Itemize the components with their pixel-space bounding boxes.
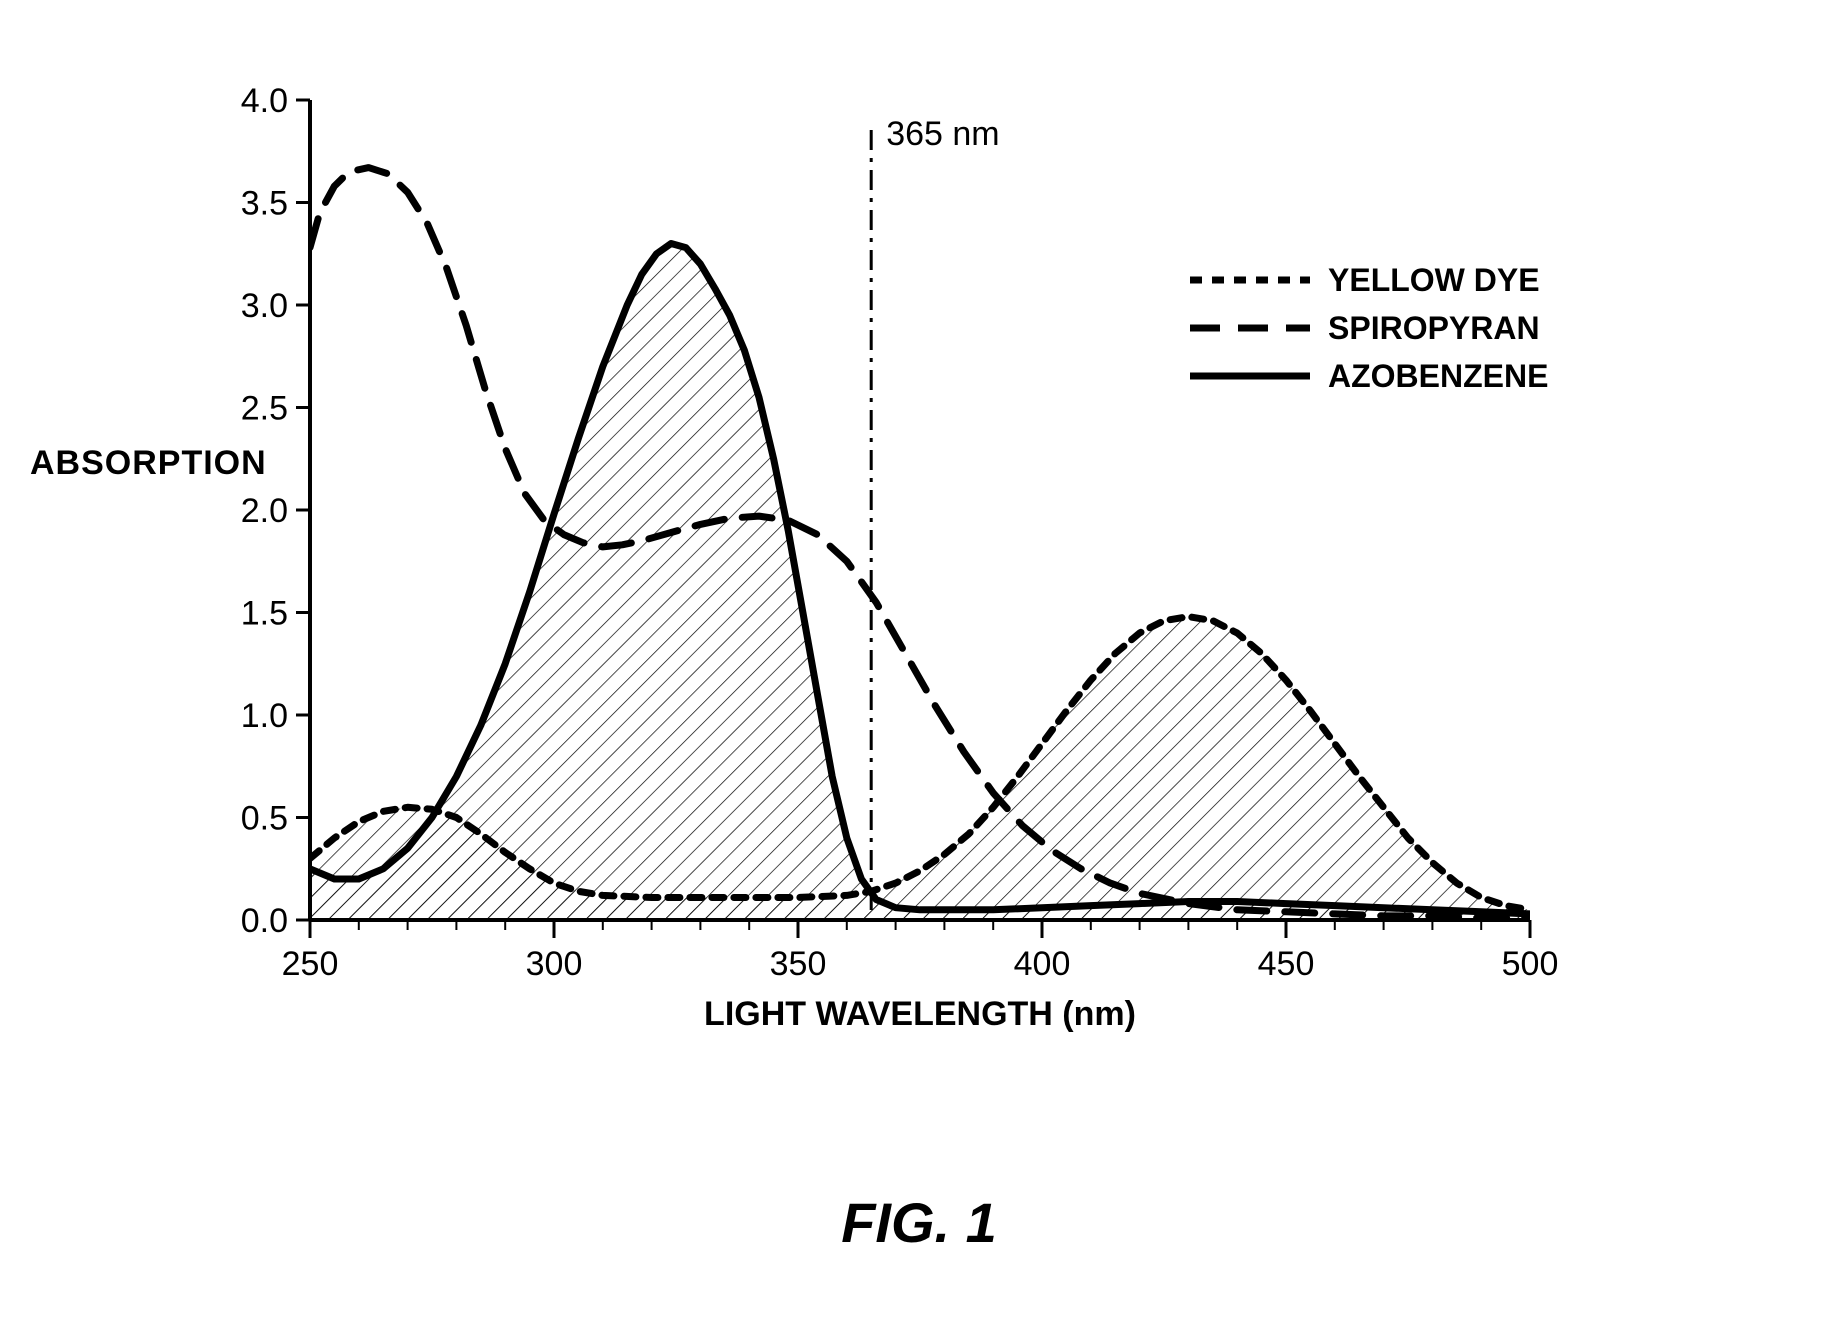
y-tick-label: 1.0 [241, 697, 288, 735]
legend-label-spiropyran: SPIROPYRAN [1328, 310, 1540, 346]
y-tick-label: 3.5 [241, 185, 288, 223]
annotation-text-365nm: 365 nm [886, 115, 999, 153]
x-tick-label: 400 [1014, 945, 1071, 983]
y-tick-label: 1.5 [241, 595, 288, 633]
x-tick-label: 300 [526, 945, 583, 983]
figure-container: 365 nm 0.0 0.5 1.0 1.5 2.0 2.5 3.0 3.5 4.0 250 300 3… [0, 0, 1838, 1317]
y-tick-label: 3.0 [241, 287, 288, 325]
y-tick-label: 0.0 [241, 902, 288, 940]
x-tick-label: 500 [1502, 945, 1559, 983]
legend-label-azobenzene: AZOBENZENE [1328, 358, 1548, 394]
x-tick-label: 350 [770, 945, 827, 983]
y-tick-label: 0.5 [241, 800, 288, 838]
x-tick-label: 250 [282, 945, 339, 983]
y-axis-label: ABSORPTION [30, 444, 267, 483]
x-tick-label: 450 [1258, 945, 1315, 983]
chart-svg: 365 nm 0.0 0.5 1.0 1.5 2.0 2.5 3.0 3.5 4.0 250 300 3… [0, 0, 1838, 1317]
x-axis-label: LIGHT WAVELENGTH (nm) [704, 995, 1136, 1033]
y-tick-label: 2.5 [241, 390, 288, 428]
y-tick-label: 2.0 [241, 492, 288, 530]
legend-label-yellow: YELLOW DYE [1328, 262, 1540, 298]
y-tick-label: 4.0 [241, 82, 288, 120]
figure-caption: FIG. 1 [0, 1190, 1838, 1255]
legend: YELLOW DYE SPIROPYRAN AZOBENZENE [1190, 262, 1548, 394]
